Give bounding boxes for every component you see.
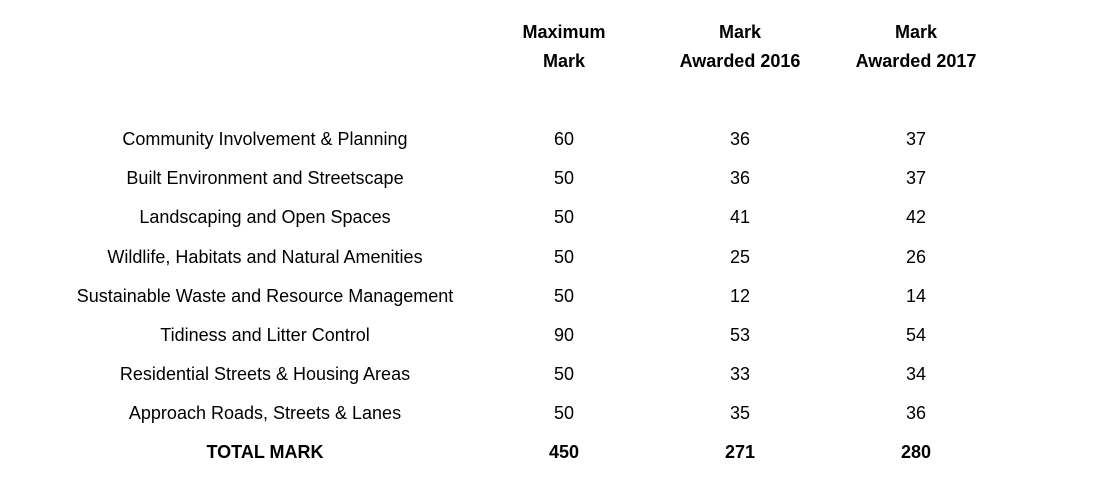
header-mark-2017: Mark Awarded 2017 (821, 18, 1011, 76)
table-row: Landscaping and Open Spaces 50 41 42 (0, 198, 1114, 237)
row-max: 90 (553, 325, 575, 345)
row-max: 50 (553, 168, 575, 188)
total-2016: 271 (724, 442, 756, 462)
row-max: 50 (553, 364, 575, 384)
header-line: Mark (542, 51, 586, 71)
row-2017: 37 (905, 129, 927, 149)
row-2016: 36 (729, 168, 751, 188)
table-row: Residential Streets & Housing Areas 50 3… (0, 355, 1114, 394)
total-max: 450 (548, 442, 580, 462)
header-line: Mark (718, 22, 762, 42)
header-maximum-mark: Maximum Mark (469, 18, 659, 76)
row-2017: 36 (905, 403, 927, 423)
row-2017: 14 (905, 286, 927, 306)
row-2016: 53 (729, 325, 751, 345)
row-2017: 26 (905, 247, 927, 267)
row-2017: 42 (905, 207, 927, 227)
total-row: TOTAL MARK 450 271 280 (0, 433, 1114, 472)
header-line: Awarded 2017 (855, 51, 977, 71)
row-max: 60 (553, 129, 575, 149)
header-line: Maximum (522, 22, 606, 42)
row-label: Approach Roads, Streets & Lanes (128, 403, 402, 423)
row-label: Residential Streets & Housing Areas (119, 364, 411, 384)
row-label: Landscaping and Open Spaces (139, 207, 391, 227)
row-2016: 25 (729, 247, 751, 267)
row-label: Tidiness and Litter Control (160, 325, 370, 345)
row-max: 50 (553, 403, 575, 423)
table-row: Approach Roads, Streets & Lanes 50 35 36 (0, 394, 1114, 433)
row-max: 50 (553, 286, 575, 306)
row-max: 50 (553, 247, 575, 267)
row-2016: 12 (729, 286, 751, 306)
row-label: Sustainable Waste and Resource Managemen… (76, 286, 454, 306)
total-2017: 280 (900, 442, 932, 462)
row-2017: 34 (905, 364, 927, 384)
row-2017: 54 (905, 325, 927, 345)
table-header: Maximum Mark Mark Awarded 2016 Mark Awar… (0, 18, 1114, 80)
header-mark-2016: Mark Awarded 2016 (645, 18, 835, 76)
header-line: Mark (894, 22, 938, 42)
row-2016: 33 (729, 364, 751, 384)
table-row: Tidiness and Litter Control 90 53 54 (0, 316, 1114, 355)
table-row: Sustainable Waste and Resource Managemen… (0, 277, 1114, 316)
table-row: Wildlife, Habitats and Natural Amenities… (0, 238, 1114, 277)
row-label: Built Environment and Streetscape (126, 168, 404, 188)
row-2016: 35 (729, 403, 751, 423)
row-2016: 41 (729, 207, 751, 227)
total-label: TOTAL MARK (206, 442, 324, 462)
row-label: Wildlife, Habitats and Natural Amenities (107, 247, 423, 267)
row-max: 50 (553, 207, 575, 227)
row-label: Community Involvement & Planning (122, 129, 408, 149)
header-line: Awarded 2016 (679, 51, 801, 71)
table-row: Built Environment and Streetscape 50 36 … (0, 159, 1114, 198)
table-row: Community Involvement & Planning 60 36 3… (0, 120, 1114, 159)
row-2016: 36 (729, 129, 751, 149)
row-2017: 37 (905, 168, 927, 188)
